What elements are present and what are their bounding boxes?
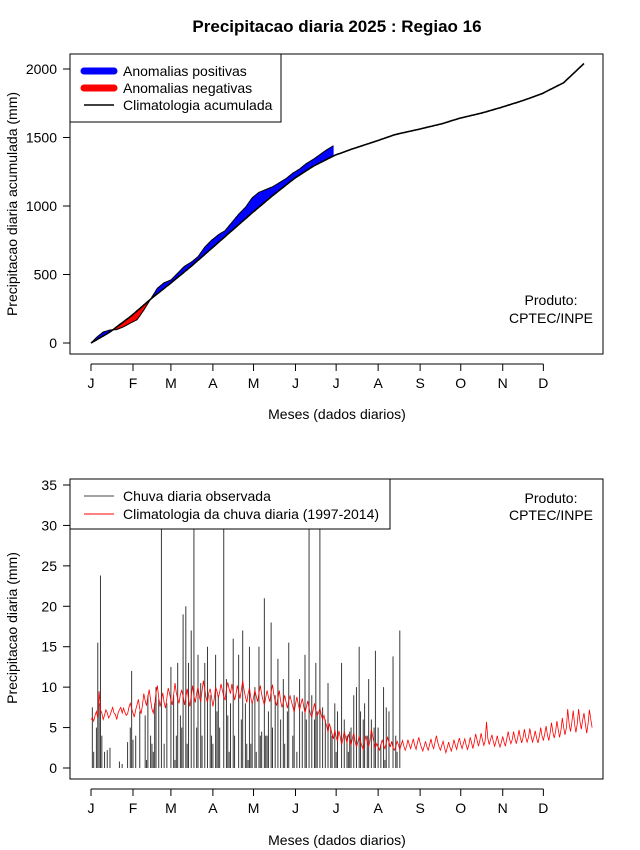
accumulated-chart: 0 500 1000 1500 2000 J F M A M J J A S O N D Precipitac… xyxy=(4,53,604,422)
y-tick-label: 20 xyxy=(41,598,57,614)
bottom-legend-box xyxy=(69,478,391,530)
x-tick-label: A xyxy=(208,800,218,816)
positive-anomaly-segment xyxy=(257,191,260,209)
legend-label-observed: Chuva diaria observada xyxy=(123,488,271,504)
anomaly-fills xyxy=(90,145,334,344)
x-tick-label: M xyxy=(248,800,260,816)
y-tick-label: 500 xyxy=(34,267,58,283)
y-tick-label: 25 xyxy=(41,558,57,574)
y-tick-label: 2000 xyxy=(26,61,57,77)
y-tick-label: 1000 xyxy=(26,198,57,214)
y-tick-label: 5 xyxy=(49,720,57,736)
legend-label-daily-climatology: Climatologia da chuva diaria (1997-2014) xyxy=(123,506,379,522)
x-tick-label: N xyxy=(498,375,508,391)
x-tick-label: O xyxy=(455,800,466,816)
positive-anomaly-segment xyxy=(256,192,258,210)
y-tick-label: 1500 xyxy=(26,130,57,146)
climatology-accumulated-line xyxy=(90,62,585,344)
bottom-credit-line1: Produto: xyxy=(525,490,578,506)
top-y-axis-label: Precipitacao diaria acumulada (mm) xyxy=(4,92,20,316)
positive-anomaly-segment xyxy=(262,189,265,205)
x-tick-label: N xyxy=(498,800,508,816)
legend-label-positive: Anomalias positivas xyxy=(123,63,247,79)
legend-label-negative: Anomalias negativas xyxy=(123,80,252,96)
bottom-x-axis-label: Meses (dados diarios) xyxy=(268,832,406,848)
bottom-y-axis: 0 5 10 15 20 25 30 35 xyxy=(41,477,71,776)
positive-anomaly-segment xyxy=(251,196,254,214)
y-tick-label: 30 xyxy=(41,517,57,533)
x-tick-label: A xyxy=(373,800,383,816)
positive-anomaly-segment xyxy=(326,148,329,160)
x-tick-label: S xyxy=(415,375,424,391)
x-tick-label: J xyxy=(333,800,340,816)
positive-anomaly-segment xyxy=(261,190,264,206)
positive-anomaly-segment xyxy=(260,190,262,207)
positive-anomaly-segment xyxy=(258,191,261,208)
x-tick-label: M xyxy=(165,800,177,816)
x-tick-label: M xyxy=(248,375,260,391)
x-tick-label: M xyxy=(165,375,177,391)
observed-accumulated-line xyxy=(90,145,334,344)
positive-anomaly-segment xyxy=(331,145,334,158)
y-tick-label: 0 xyxy=(49,335,57,351)
x-tick-label: O xyxy=(455,375,466,391)
y-tick-label: 35 xyxy=(41,477,57,493)
legend-label-climatology: Climatologia acumulada xyxy=(123,97,273,113)
top-legend: Anomalias positivas Anomalias negativas … xyxy=(69,53,282,123)
chart-title: Precipitacao diaria 2025 : Regiao 16 xyxy=(192,17,481,36)
top-credit-line1: Produto: xyxy=(525,292,578,308)
y-tick-label: 15 xyxy=(41,639,57,655)
x-tick-label: A xyxy=(373,375,383,391)
y-tick-label: 10 xyxy=(41,679,57,695)
daily-observed-bars xyxy=(91,509,401,768)
top-x-axis-label: Meses (dados diarios) xyxy=(268,406,406,422)
x-tick-label: F xyxy=(129,375,138,391)
positive-anomaly-segment xyxy=(327,147,330,160)
bottom-credit-line2: CPTEC/INPE xyxy=(509,507,593,523)
x-tick-label: F xyxy=(129,800,138,816)
positive-anomaly-segment xyxy=(323,150,326,162)
positive-anomaly-segment xyxy=(325,149,327,161)
positive-anomaly-segment xyxy=(330,146,333,158)
daily-climatology-line xyxy=(90,680,593,755)
x-tick-label: J xyxy=(88,800,95,816)
x-tick-label: J xyxy=(292,375,299,391)
positive-anomaly-segment xyxy=(254,194,257,211)
bottom-y-axis-label: Precipitacao diaria (mm) xyxy=(4,552,20,704)
x-tick-label: J xyxy=(88,375,95,391)
positive-anomaly-segment xyxy=(322,151,325,162)
daily-chart: 0 5 10 15 20 25 30 35 J F M A M J J A S O N D Precipitacao… xyxy=(4,477,604,848)
top-credit-line2: CPTEC/INPE xyxy=(509,310,593,326)
positive-anomaly-segment xyxy=(329,147,331,159)
x-tick-label: J xyxy=(292,800,299,816)
x-tick-label: A xyxy=(208,375,218,391)
bottom-legend: Chuva diaria observada Climatologia da c… xyxy=(69,478,391,530)
x-tick-label: J xyxy=(333,375,340,391)
x-tick-label: D xyxy=(538,800,548,816)
x-tick-label: S xyxy=(415,800,424,816)
positive-anomaly-segment xyxy=(253,195,256,213)
y-tick-label: 0 xyxy=(49,760,57,776)
top-y-axis: 0 500 1000 1500 2000 xyxy=(26,61,71,351)
x-tick-label: D xyxy=(538,375,548,391)
